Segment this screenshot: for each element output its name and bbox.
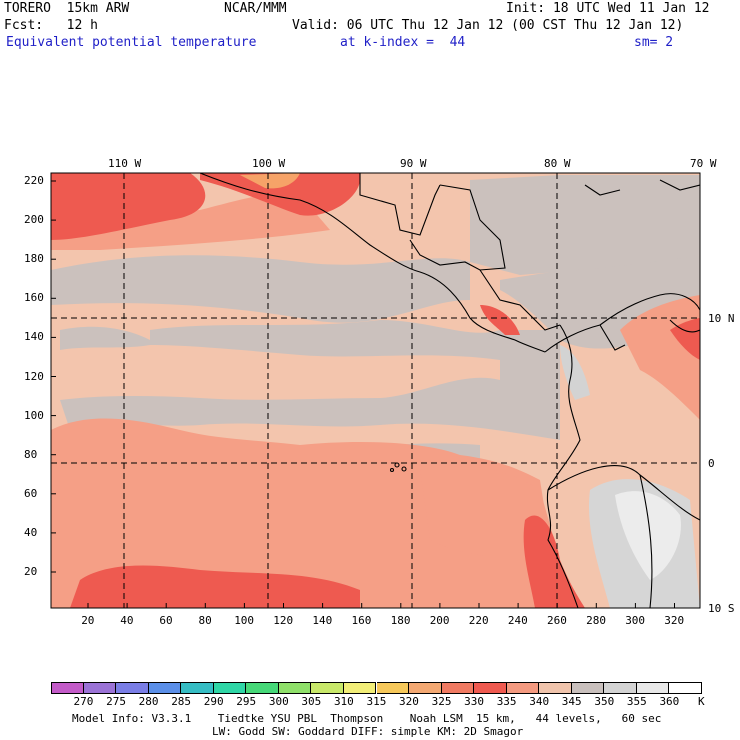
field-name: Equivalent potential temperature — [6, 35, 257, 50]
map-frame — [50, 172, 701, 609]
colorbar-level-label: 330 — [464, 695, 485, 708]
x-tick-label: 220 — [468, 614, 489, 627]
x-tick-label: 100 — [234, 614, 255, 627]
lon-label-70w: 70 W — [690, 157, 717, 170]
model-title: TORERO 15km ARW — [4, 1, 130, 16]
init-time: Init: 18 UTC Wed 11 Jan 12 — [506, 1, 710, 16]
colorbar-level-label: 285 — [171, 695, 192, 708]
colorbar-swatch — [604, 682, 637, 694]
colorbar-level-label: 290 — [203, 695, 224, 708]
colorbar-swatch — [376, 682, 410, 694]
x-tick-label: 60 — [159, 614, 173, 627]
colorbar-level-label: 320 — [399, 695, 419, 708]
lat-label-10n: 10 N — [708, 312, 735, 325]
colorbar-level-label: 300 — [268, 695, 289, 708]
colorbar-swatch — [213, 682, 247, 694]
y-tick-label: 120 — [24, 369, 44, 383]
colorbar-swatch — [669, 682, 702, 694]
colorbar-level-label: 295 — [236, 695, 257, 708]
x-tick-label: 320 — [664, 614, 685, 627]
colorbar-level-label: 335 — [496, 695, 517, 708]
colorbar-swatch — [571, 682, 605, 694]
x-tick-label: 300 — [625, 614, 646, 627]
lon-label-90w: 90 W — [400, 157, 427, 170]
colorbar-level-label: 325 — [431, 695, 452, 708]
colorbar-swatch — [148, 682, 182, 694]
colorbar-swatch — [311, 682, 344, 694]
colorbar-unit: K — [698, 695, 705, 708]
colorbar-swatch — [539, 682, 572, 694]
x-tick-label: 120 — [273, 614, 294, 627]
model-info-line2: LW: Godd SW: Goddard DIFF: simple KM: 2D… — [212, 725, 524, 738]
y-tick-marks — [51, 180, 56, 573]
colorbar-swatch — [474, 682, 507, 694]
colorbar-level-label: 315 — [366, 695, 387, 708]
x-tick-label: 80 — [198, 614, 212, 627]
lat-label-0: 0 — [708, 457, 715, 470]
colorbar-level-label: 280 — [138, 695, 159, 708]
y-tick-label: 80 — [24, 447, 38, 461]
x-tick-label: 40 — [120, 614, 134, 627]
colorbar-level-label: 305 — [301, 695, 322, 708]
x-tick-label: 140 — [312, 614, 333, 627]
colorbar-swatch — [409, 682, 442, 694]
colorbar-swatch — [116, 682, 149, 694]
y-tick-label: 200 — [24, 213, 44, 227]
colorbar-swatch — [506, 682, 540, 694]
valid-time: Valid: 06 UTC Thu 12 Jan 12 (00 CST Thu … — [292, 18, 684, 33]
colorbar-swatch — [51, 682, 84, 694]
x-tick-label: 180 — [390, 614, 411, 627]
colorbar-swatch — [181, 682, 214, 694]
x-tick-label: 280 — [586, 614, 606, 627]
colorbar-swatch — [278, 682, 312, 694]
colorbar-swatch — [636, 682, 670, 694]
y-tick-label: 220 — [24, 174, 44, 187]
colorbar-level-label: 270 — [73, 695, 94, 708]
colorbar-level-label: 310 — [333, 695, 354, 708]
model-info-line1: Model Info: V3.3.1 Tiedtke YSU PBL Thomp… — [72, 712, 662, 725]
lon-label-80w: 80 W — [544, 157, 571, 170]
map-field — [51, 173, 700, 608]
colorbar-swatch — [441, 682, 475, 694]
colorbar-swatch — [246, 682, 279, 694]
lon-label-100w: 100 W — [252, 157, 286, 170]
colorbar-level-label: 340 — [529, 695, 550, 708]
colorbar-swatch — [83, 682, 117, 694]
colorbar-level-label: 360 — [659, 695, 680, 708]
x-tick-label: 260 — [547, 614, 567, 627]
colorbar-level-label: 345 — [561, 695, 582, 708]
lat-label-10s: 10 S — [708, 602, 735, 615]
y-tick-label: 140 — [24, 330, 44, 344]
colorbar-level-label: 350 — [594, 695, 615, 708]
org-label: NCAR/MMM — [224, 1, 287, 16]
x-tick-label: 20 — [81, 614, 95, 627]
y-tick-label: 180 — [24, 252, 44, 266]
x-tick-label: 160 — [351, 614, 372, 627]
colorbar-level-label: 275 — [106, 695, 126, 708]
smoothing-label: sm= 2 — [634, 35, 674, 50]
y-tick-label: 60 — [24, 486, 38, 500]
x-tick-label: 240 — [507, 614, 528, 627]
y-tick-label: 160 — [24, 291, 44, 305]
y-tick-label: 40 — [24, 525, 38, 539]
y-tick-label: 20 — [24, 565, 38, 578]
y-tick-label: 100 — [24, 408, 44, 422]
lon-label-110w: 110 W — [108, 157, 142, 170]
level-label: at k-index = 44 — [340, 35, 466, 50]
x-tick-marks — [87, 603, 675, 608]
colorbar-swatch — [343, 682, 377, 694]
x-tick-label: 200 — [429, 614, 450, 627]
colorbar-level-label: 355 — [626, 695, 647, 708]
forecast-hour: Fcst: 12 h — [4, 18, 98, 33]
